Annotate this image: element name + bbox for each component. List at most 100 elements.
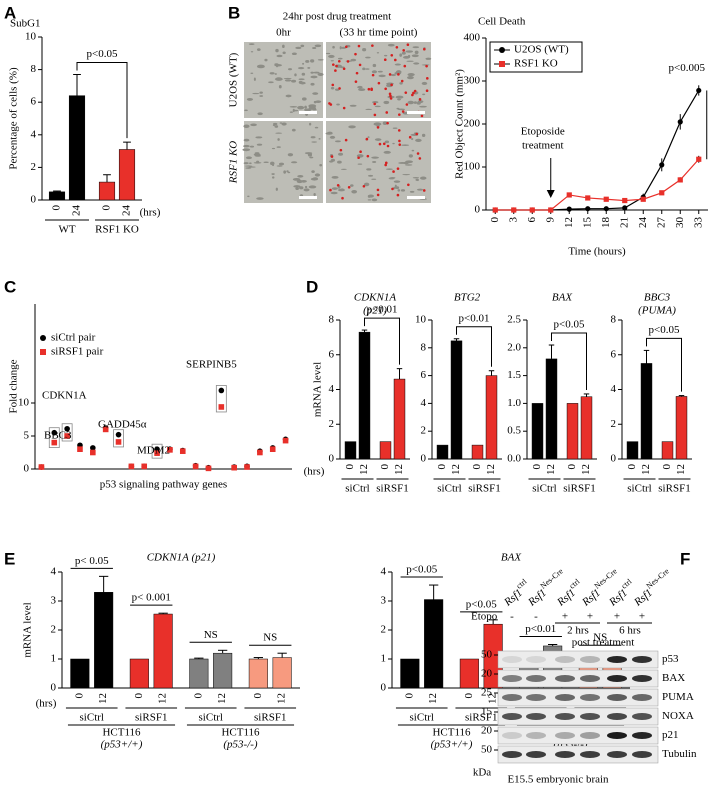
bar [118, 149, 136, 201]
gene-label: BBC3 [44, 430, 72, 442]
y-tick-label: 0 [329, 453, 335, 465]
gene-label: MDM2 [137, 445, 170, 457]
cell [307, 66, 311, 69]
red-object [405, 103, 409, 106]
cell [393, 180, 401, 183]
band [632, 751, 652, 758]
marker-label: 20 [481, 668, 493, 680]
cluster-name: HCT116 [221, 727, 260, 739]
cell [308, 185, 317, 189]
chart-title: BTG2 [454, 292, 481, 304]
cluster-name: HCT116 [102, 727, 141, 739]
cell [330, 191, 338, 195]
cell [407, 100, 415, 105]
cell [335, 140, 341, 143]
cell [394, 63, 401, 66]
y-tick-label: 1 [381, 653, 387, 665]
point [529, 207, 535, 213]
lane-header: Rsf1ctrl [552, 577, 586, 609]
band [580, 713, 600, 720]
point [115, 431, 122, 438]
cell [419, 105, 427, 108]
red-object [383, 58, 387, 62]
band-label: p21 [662, 729, 679, 741]
group-label: siCtrl [532, 483, 556, 495]
micrograph [244, 121, 323, 203]
red-object [384, 163, 387, 167]
cell [249, 162, 252, 165]
comparison-label: p< 0.001 [132, 592, 171, 604]
red-object [371, 44, 374, 47]
cluster-label: (p53+/+) [101, 739, 143, 751]
highlight-box [215, 385, 227, 413]
cell [357, 163, 363, 165]
cell [411, 137, 414, 141]
bar [70, 658, 90, 689]
cell [374, 105, 381, 108]
cell [416, 101, 421, 105]
cell [244, 109, 248, 112]
blot-strip [497, 688, 659, 707]
band-label: Tubulin [662, 748, 697, 760]
x-tick-label: 12 [563, 217, 575, 228]
cell [388, 177, 395, 180]
y-tick-label: 0 [31, 194, 37, 206]
cell [412, 177, 420, 179]
group-label: siCtrl [410, 712, 434, 724]
y-tick-label: 400 [464, 32, 481, 44]
red-object [355, 71, 359, 75]
cell [284, 79, 292, 82]
red-object [354, 80, 358, 83]
cell [289, 111, 293, 113]
cell [405, 164, 413, 166]
red-object [345, 45, 348, 49]
cell [357, 85, 363, 89]
band-label: p53 [662, 653, 679, 665]
band [632, 656, 652, 663]
y-tick-label: 0 [51, 682, 57, 694]
red-object [386, 144, 390, 148]
band [580, 675, 600, 682]
cell [399, 53, 403, 57]
chart-title: CDKN1A (p21) [147, 552, 216, 564]
point [218, 404, 225, 410]
red-object [354, 52, 357, 56]
band [607, 751, 627, 758]
legend-marker [499, 61, 505, 67]
band [502, 713, 522, 720]
cell [294, 73, 297, 77]
cell [411, 149, 415, 152]
cell [397, 108, 406, 111]
red-object [403, 64, 407, 68]
red-object [418, 98, 422, 101]
cell [282, 44, 285, 49]
cell [275, 132, 283, 134]
cell [413, 62, 420, 65]
red-object [412, 91, 415, 95]
x-unit: (hrs) [304, 466, 325, 478]
x-tick-label: 0 [252, 693, 264, 699]
cell [312, 46, 317, 49]
group-label: siCtrl [199, 712, 223, 724]
cell [250, 72, 254, 74]
y-tick-label: 1.5 [507, 369, 521, 381]
x-tick-label: 24 [637, 217, 649, 229]
cell [414, 50, 419, 55]
cell [317, 59, 324, 61]
comparison-label: p<0.05 [554, 319, 585, 331]
cell [274, 77, 283, 81]
y-tick-label: 2 [329, 418, 335, 430]
lane-genotype: Nes-Cre [539, 567, 566, 591]
cell [252, 92, 260, 95]
red-object [390, 83, 393, 87]
point [51, 429, 58, 436]
group-label: siCtrl [437, 483, 461, 495]
group-label: siRSF1 [254, 712, 286, 724]
cell [368, 174, 374, 177]
point [231, 464, 237, 471]
cell [390, 73, 396, 77]
cell [274, 63, 279, 66]
bar [436, 444, 449, 460]
red-object [377, 81, 381, 85]
bar [48, 191, 66, 201]
